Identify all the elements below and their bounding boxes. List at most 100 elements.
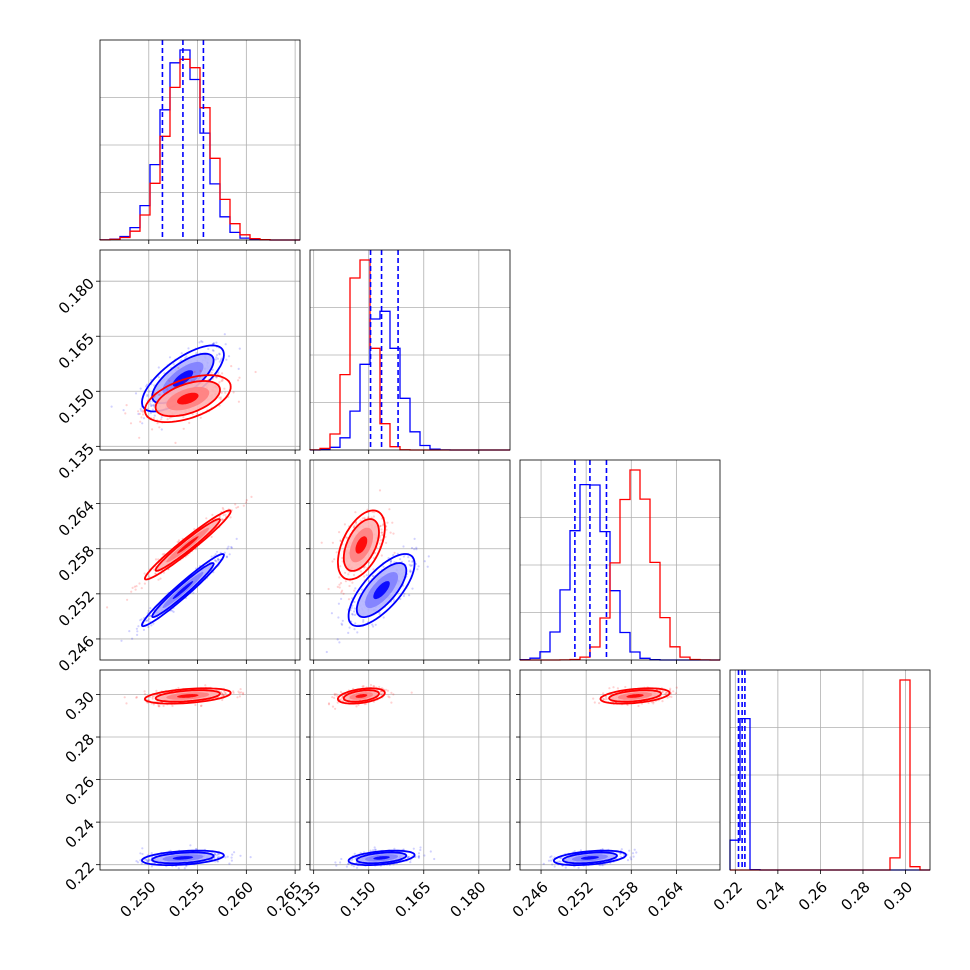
sample-point-0 — [171, 609, 174, 612]
sample-point-1 — [142, 409, 145, 412]
sample-point-1 — [378, 685, 381, 689]
sample-point-1 — [335, 693, 338, 696]
sample-point-1 — [661, 690, 665, 693]
sample-point-1 — [223, 694, 226, 697]
sample-point-0 — [353, 628, 356, 631]
sample-point-1 — [340, 591, 343, 594]
sample-point-0 — [406, 856, 409, 859]
contour-0-0 — [141, 553, 225, 628]
sample-point-1 — [224, 513, 227, 516]
sample-point-1 — [392, 693, 395, 696]
sample-point-0 — [152, 404, 155, 407]
contour-1-0 — [337, 687, 386, 705]
sample-point-1 — [385, 528, 388, 531]
sample-point-1 — [624, 685, 627, 689]
sample-point-1 — [183, 380, 186, 384]
sample-point-1 — [363, 516, 366, 520]
sample-point-0 — [371, 574, 374, 578]
sample-point-0 — [145, 385, 148, 388]
sample-point-0 — [145, 619, 148, 622]
sample-point-1 — [338, 531, 341, 534]
sample-point-1 — [386, 689, 389, 692]
sample-point-1 — [393, 551, 396, 555]
contour-0-3 — [172, 370, 194, 387]
sample-point-1 — [159, 577, 162, 580]
sample-point-0 — [631, 852, 635, 855]
sample-point-1 — [664, 691, 668, 694]
sample-point-1 — [338, 583, 341, 586]
sample-point-0 — [150, 852, 153, 855]
sample-point-1 — [391, 521, 394, 524]
sample-point-0 — [120, 639, 123, 642]
panel-frame-2-2 — [519, 459, 721, 661]
sample-point-1 — [177, 686, 180, 690]
sample-point-0 — [226, 547, 229, 550]
sample-point-1 — [222, 514, 225, 517]
y-tick-label-3-4: 0.30 — [62, 688, 98, 724]
sample-point-0 — [195, 352, 198, 355]
sample-point-0 — [345, 865, 348, 868]
sample-point-0 — [211, 368, 214, 371]
sample-point-1 — [347, 573, 350, 576]
sample-point-0 — [228, 862, 231, 865]
sample-point-0 — [194, 847, 198, 851]
sample-point-1 — [410, 691, 413, 694]
sample-point-1 — [340, 697, 343, 701]
x-tick-label-2-3: 0.264 — [644, 878, 687, 921]
sample-point-0 — [139, 859, 142, 862]
x-tick-label-3-3: 0.28 — [837, 878, 873, 914]
sample-point-1 — [237, 400, 240, 403]
sample-point-1 — [361, 517, 364, 520]
contour-0-0 — [347, 553, 416, 627]
sample-point-1 — [359, 519, 362, 522]
scatter-group-2-0 — [106, 495, 253, 642]
contour-1-3 — [177, 536, 199, 554]
sample-point-0 — [408, 594, 411, 597]
panel-background-2-0 — [100, 460, 300, 660]
sample-point-1 — [237, 690, 240, 693]
sample-point-0 — [411, 587, 414, 590]
sample-point-1 — [134, 588, 137, 591]
sample-point-1 — [336, 701, 339, 704]
sample-point-1 — [177, 366, 180, 369]
sample-point-0 — [579, 849, 583, 852]
sample-point-1 — [390, 701, 393, 704]
sample-point-1 — [254, 370, 257, 374]
sample-point-0 — [334, 861, 337, 864]
sample-point-1 — [219, 398, 222, 401]
sample-point-1 — [335, 551, 338, 554]
y-tick-label-3-3: 0.28 — [62, 730, 98, 766]
sample-point-1 — [379, 690, 382, 693]
sample-point-1 — [161, 553, 164, 556]
sample-point-0 — [207, 347, 210, 351]
sample-point-1 — [380, 531, 383, 534]
sample-point-0 — [353, 607, 356, 610]
x-tick-label-0-1: 0.255 — [165, 878, 208, 921]
sample-point-0 — [136, 630, 139, 633]
sample-point-0 — [577, 866, 580, 869]
sample-point-1 — [221, 698, 224, 702]
sample-point-0 — [635, 851, 638, 854]
sample-point-1 — [380, 531, 383, 534]
contour-0-3 — [172, 856, 194, 860]
sample-point-1 — [675, 686, 678, 689]
sample-point-0 — [140, 862, 143, 865]
sample-point-1 — [245, 499, 248, 502]
sample-point-1 — [221, 379, 224, 382]
sample-point-0 — [337, 616, 340, 619]
sample-point-0 — [146, 393, 149, 396]
sample-point-0 — [213, 853, 217, 856]
sample-point-0 — [216, 860, 219, 863]
sample-point-1 — [211, 513, 214, 517]
sample-point-1 — [373, 551, 377, 555]
x-tick-label-1-2: 0.165 — [391, 878, 434, 921]
scatter-group-1-0 — [110, 333, 257, 444]
sample-point-1 — [331, 696, 334, 699]
sample-point-1 — [183, 380, 186, 383]
sample-point-0 — [139, 387, 142, 390]
sample-point-0 — [152, 404, 156, 407]
sample-point-1 — [221, 518, 224, 521]
sample-point-1 — [238, 376, 241, 379]
sample-point-0 — [410, 546, 414, 550]
sample-point-1 — [199, 369, 202, 372]
